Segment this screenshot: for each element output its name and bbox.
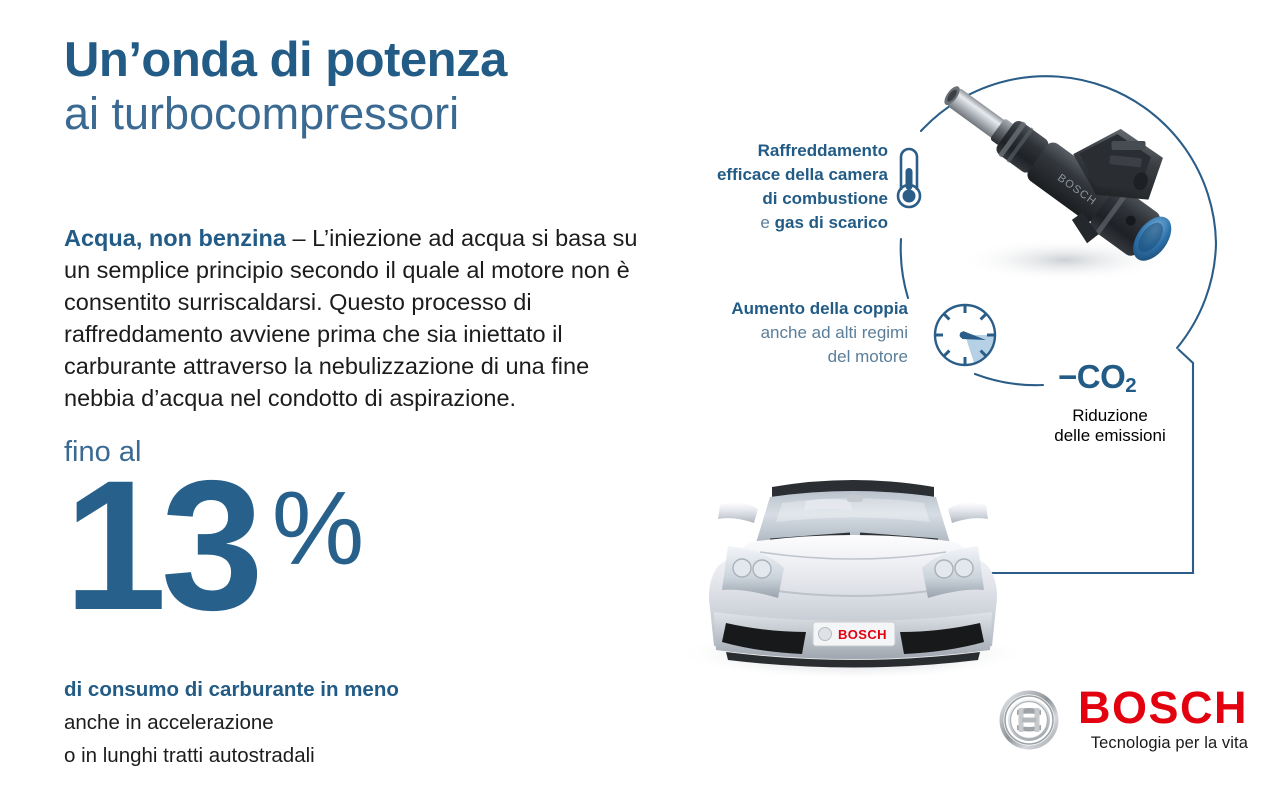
body-paragraph: Acqua, non benzina – L’iniezione ad acqu…	[64, 222, 664, 414]
stat-value-row: 13 %	[64, 443, 365, 649]
statistic-block: fino al 13 %	[64, 436, 365, 649]
headline-block: Un’onda di potenza ai turbocompressori	[64, 34, 664, 139]
callout-torque: Aumento della coppia anche ad alti regim…	[676, 297, 908, 369]
callout-torque-line-2: anche ad alti regimi	[760, 323, 908, 343]
body-lead-in: Acqua, non benzina	[64, 224, 286, 251]
stat-caption-line-2: anche in accelerazione	[64, 711, 274, 735]
connector-to-vehicle	[862, 348, 1195, 575]
arc-bottom	[973, 372, 1045, 387]
bosch-armature-symbol	[999, 690, 1059, 750]
vehicle-mirror-right	[948, 502, 988, 523]
page-subtitle: ai turbocompressori	[64, 87, 460, 139]
vehicle-intake-right	[900, 623, 984, 654]
callout-cooling-line-4: e gas di scarico	[646, 211, 888, 235]
callout-torque-line-3: del motore	[827, 347, 908, 367]
injector-main-body	[1027, 142, 1115, 222]
callout-cooling-conjunction: e	[760, 213, 775, 233]
callout-cooling-line-1: Raffreddamento	[757, 141, 888, 160]
callout-torque-line-1: Aumento della coppia	[731, 299, 908, 318]
injector-o-ring	[1133, 216, 1172, 261]
stat-caption-block: di consumo di carburante in meno anche i…	[64, 673, 584, 773]
gauge-needle	[962, 331, 986, 340]
injector-upper-body	[1090, 187, 1160, 256]
body-text: – L’iniezione ad acqua si basa su un sem…	[64, 224, 638, 411]
stat-unit: %	[271, 471, 365, 587]
arc-left	[899, 237, 910, 300]
stat-number: 13	[64, 443, 264, 649]
injector-lower-body	[996, 121, 1049, 173]
stat-prefix: fino al	[64, 436, 142, 468]
vehicle-headlight-right	[922, 546, 984, 598]
callout-co2-line-1: Riduzione	[1072, 406, 1148, 425]
bosch-wordmark: BOSCH Tecnologia per la vita	[1078, 682, 1249, 753]
thermometer-icon	[896, 147, 922, 209]
injector-brand-text: BOSCH	[1055, 172, 1099, 208]
stat-caption-line-3: o in lunghi tratti autostradali	[64, 744, 315, 768]
vehicle-body	[709, 535, 997, 654]
bosch-tagline: Tecnologia per la vita	[1090, 734, 1249, 753]
callout-cooling-line-3: di combustione	[762, 189, 888, 209]
vehicle-hotspot-marker	[840, 561, 864, 585]
injector-shadow	[960, 238, 1170, 282]
arc-right	[1175, 241, 1218, 350]
vehicle-plate	[812, 621, 896, 647]
arc-top	[919, 75, 1218, 245]
vehicle-plate-text: BOSCH	[838, 627, 887, 642]
callout-co2: Riduzione delle emissioni	[1030, 406, 1190, 446]
co2-symbol: −CO2	[1058, 358, 1137, 397]
vehicle-intake-left	[722, 623, 806, 654]
vehicle-roof	[772, 480, 934, 498]
injector-nozzle	[947, 88, 1017, 147]
bosch-name: BOSCH	[1078, 682, 1249, 733]
page-title: Un’onda di potenza	[64, 33, 507, 87]
stat-caption-bold: di consumo di carburante in meno	[64, 678, 399, 701]
callout-co2-line-2: delle emissioni	[1054, 426, 1166, 445]
vehicle-windscreen	[756, 491, 950, 543]
co2-symbol-main: −CO	[1058, 358, 1126, 395]
injector-connector	[1073, 128, 1163, 200]
vehicle-headlight-left	[722, 546, 784, 598]
callout-cooling-exhaust: gas di scarico	[774, 213, 888, 233]
vehicle-bumper	[714, 612, 992, 659]
co2-symbol-subscript: 2	[1125, 373, 1137, 397]
gauge-icon	[933, 303, 997, 367]
callout-cooling-line-2: efficace della camera	[716, 165, 888, 185]
callout-cooling: Raffreddamento efficace della camera di …	[646, 139, 888, 236]
bosch-logo: BOSCH Tecnologia per la vita	[998, 682, 1249, 753]
vehicle-shadow	[678, 628, 1028, 680]
vehicle-mirror-left	[718, 502, 758, 523]
